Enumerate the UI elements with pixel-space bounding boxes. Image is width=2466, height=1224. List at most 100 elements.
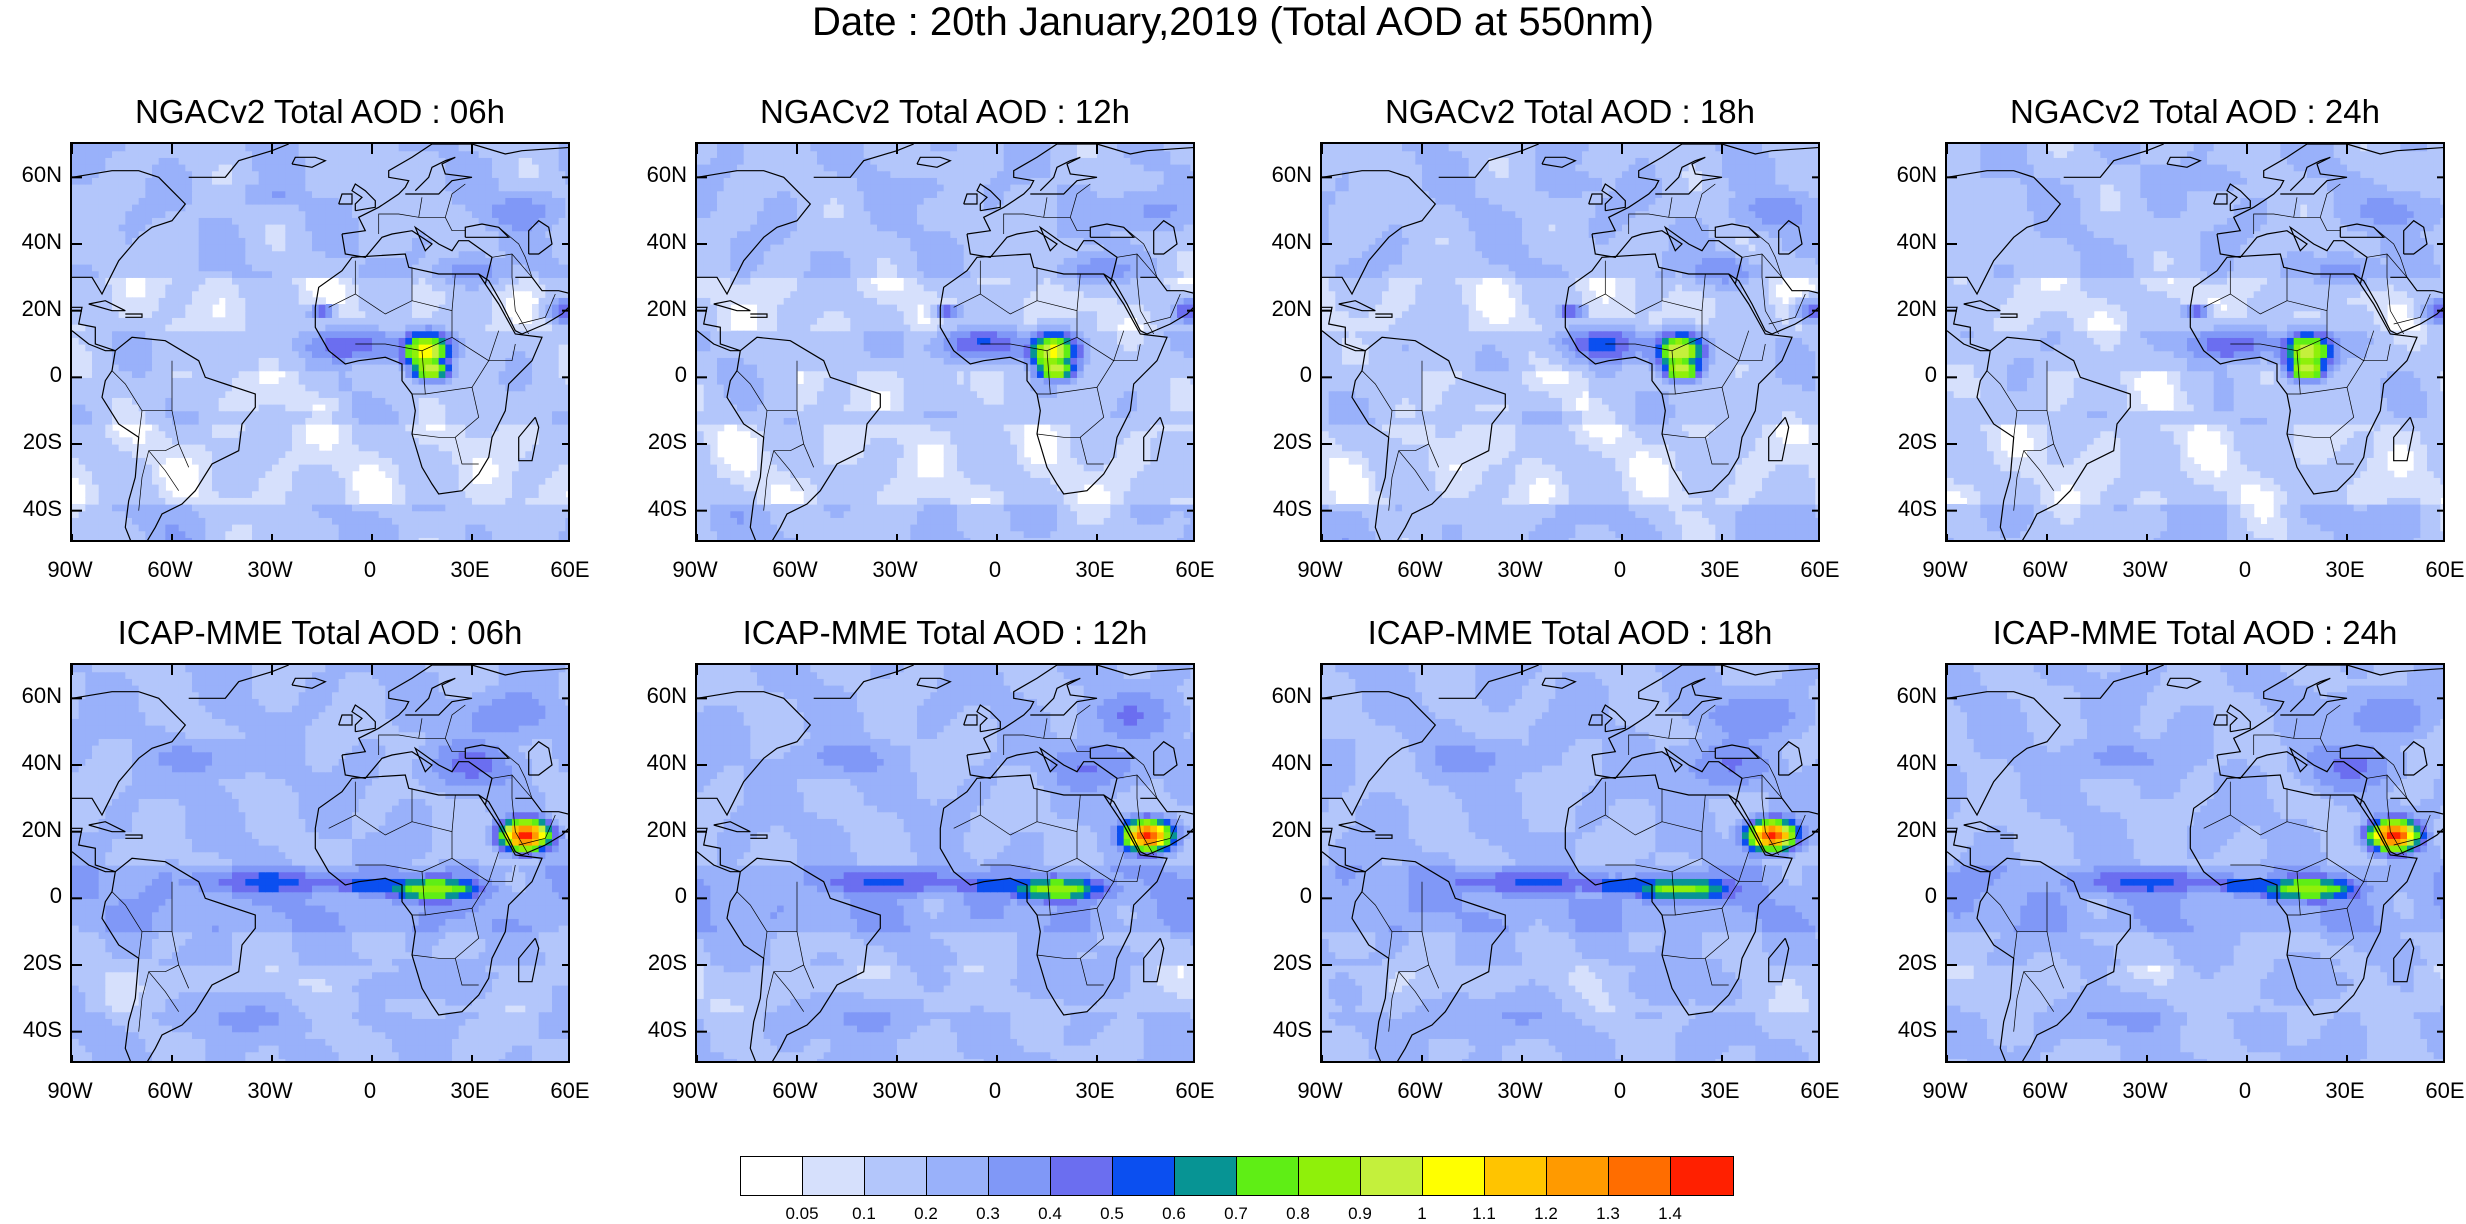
aod-cell: [279, 151, 286, 158]
aod-cell: [565, 264, 570, 271]
aod-cell: [299, 351, 306, 358]
aod-cell: [185, 537, 192, 542]
aod-cell: [299, 231, 306, 238]
aod-cell: [239, 331, 246, 338]
aod-cell: [332, 171, 339, 178]
aod-cell: [365, 444, 372, 451]
aod-cell: [392, 171, 399, 178]
aod-cell: [219, 384, 226, 391]
aod-cell: [225, 377, 232, 384]
aod-cell: [192, 451, 199, 458]
aod-cell: [757, 511, 764, 518]
aod-cell: [339, 257, 346, 264]
aod-cell: [439, 277, 446, 284]
aod-cell: [1030, 511, 1037, 518]
aod-cell: [85, 484, 92, 491]
aod-cell: [379, 224, 386, 231]
aod-cell: [85, 411, 92, 418]
aod-cell: [92, 417, 99, 424]
aod-cell: [565, 184, 570, 191]
aod-cell: [325, 364, 332, 371]
aod-cell: [205, 164, 212, 171]
aod-cell: [465, 397, 472, 404]
aod-cell: [112, 291, 119, 298]
aod-cell: [552, 264, 559, 271]
aod-cell: [299, 411, 306, 418]
aod-cell: [459, 277, 466, 284]
aod-cell: [479, 437, 486, 444]
aod-cell: [212, 151, 219, 158]
aod-cell: [199, 297, 206, 304]
aod-cell: [565, 417, 570, 424]
aod-cell: [72, 471, 79, 478]
aod-cell: [279, 211, 286, 218]
aod-cell: [884, 531, 891, 538]
aod-cell: [292, 204, 299, 211]
aod-cell: [339, 437, 346, 444]
aod-cell: [325, 471, 332, 478]
aod-cell: [245, 184, 252, 191]
aod-cell: [292, 484, 299, 491]
aod-cell: [532, 184, 539, 191]
aod-cell: [770, 511, 777, 518]
aod-cell: [179, 364, 186, 371]
aod-cell: [332, 451, 339, 458]
aod-cell: [412, 277, 419, 284]
aod-cell: [259, 284, 266, 291]
aod-cell: [285, 317, 292, 324]
aod-cell: [1104, 517, 1111, 524]
aod-cell: [1130, 517, 1137, 524]
aod-cell: [1164, 517, 1171, 524]
aod-cell: [199, 497, 206, 504]
aod-cell: [452, 257, 459, 264]
aod-cell: [479, 204, 486, 211]
aod-cell: [784, 537, 791, 542]
aod-cell: [519, 471, 526, 478]
aod-cell: [139, 484, 146, 491]
aod-cell: [179, 391, 186, 398]
aod-cell: [332, 371, 339, 378]
aod-cell: [265, 164, 272, 171]
aod-cell: [205, 497, 212, 504]
aod-cell: [79, 344, 86, 351]
aod-cell: [405, 517, 412, 524]
aod-cell: [279, 331, 286, 338]
aod-cell: [452, 217, 459, 224]
aod-cell: [970, 537, 977, 542]
aod-cell: [432, 351, 439, 358]
aod-cell: [145, 237, 152, 244]
aod-cell: [425, 157, 432, 164]
aod-cell: [452, 311, 459, 318]
aod-cell: [279, 291, 286, 298]
aod-cell: [910, 511, 917, 518]
aod-cell: [459, 417, 466, 424]
aod-cell: [425, 211, 432, 218]
aod-cell: [212, 264, 219, 271]
aod-cell: [339, 144, 346, 151]
aod-cell: [1137, 517, 1144, 524]
aod-cell: [559, 157, 566, 164]
aod-cell: [305, 371, 312, 378]
aod-cell: [165, 431, 172, 438]
aod-cell: [112, 511, 119, 518]
aod-cell: [425, 497, 432, 504]
aod-cell: [479, 517, 486, 524]
aod-cell: [425, 397, 432, 404]
aod-cell: [205, 304, 212, 311]
aod-cell: [139, 191, 146, 198]
aod-cell: [139, 351, 146, 358]
aod-cell: [139, 364, 146, 371]
aod-cell: [997, 511, 1004, 518]
aod-cell: [539, 411, 546, 418]
aod-cell: [359, 324, 366, 331]
aod-cell: [205, 391, 212, 398]
aod-cell: [465, 444, 472, 451]
aod-cell: [239, 264, 246, 271]
aod-cell: [1117, 537, 1124, 542]
aod-cell: [392, 497, 399, 504]
aod-cell: [445, 364, 452, 371]
aod-cell: [964, 537, 971, 542]
aod-cell: [459, 157, 466, 164]
aod-cell: [85, 511, 92, 518]
aod-cell: [225, 471, 232, 478]
